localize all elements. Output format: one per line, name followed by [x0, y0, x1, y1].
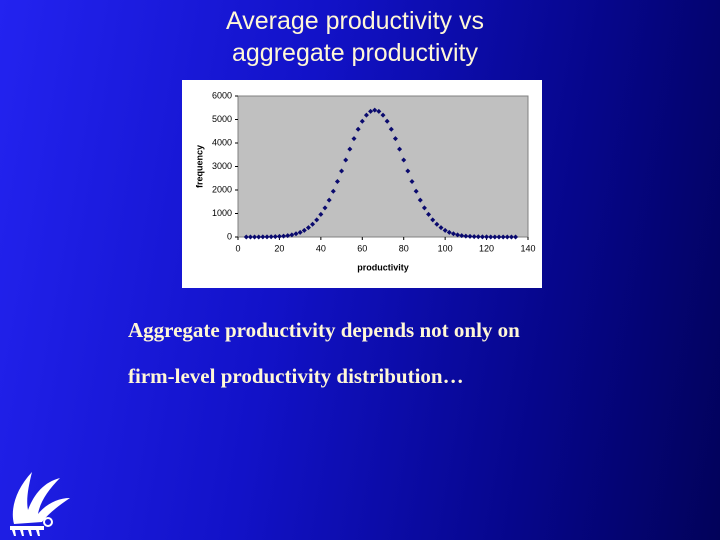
body-text: Aggregate productivity depends not only … [128, 318, 520, 342]
logo [10, 472, 71, 536]
point [438, 225, 444, 231]
point [339, 168, 345, 174]
point [479, 234, 485, 240]
point [475, 234, 481, 240]
point [334, 178, 340, 184]
point [426, 211, 432, 217]
point [392, 136, 398, 142]
point [388, 126, 394, 132]
y-tick-label: 4000 [212, 137, 232, 147]
x-axis-label: productivity [357, 262, 409, 272]
point [276, 233, 282, 239]
point [330, 188, 336, 194]
x-tick-label: 0 [235, 243, 240, 253]
point [496, 234, 502, 240]
point [488, 234, 494, 240]
point [459, 233, 465, 239]
slide-title: aggregate productivity [232, 39, 478, 67]
point [409, 178, 415, 184]
point [384, 118, 390, 124]
point [305, 225, 311, 231]
slide-title: Average productivity vs [226, 7, 484, 35]
chart: 0 1000 2000 3000 4000 5000 6000 0 20 40 60 80 100 120… [182, 80, 542, 288]
point [492, 234, 498, 240]
x-tick-label: 80 [399, 243, 409, 253]
y-tick-label: 2000 [212, 184, 232, 194]
x-tick-label: 120 [479, 243, 494, 253]
point [272, 234, 278, 240]
point [504, 234, 510, 240]
point [247, 234, 253, 240]
point [434, 221, 440, 227]
x-tick-label: 60 [357, 243, 367, 253]
point [343, 157, 349, 163]
point [322, 205, 328, 211]
point [310, 221, 316, 227]
point [347, 146, 353, 152]
point [256, 234, 262, 240]
point [421, 205, 427, 211]
point [484, 234, 490, 240]
point [450, 231, 456, 237]
point [380, 112, 386, 118]
x-tick-label: 40 [316, 243, 326, 253]
x-tick-label: 20 [274, 243, 284, 253]
point [500, 234, 506, 240]
point [455, 232, 461, 238]
point [397, 146, 403, 152]
point [293, 231, 299, 237]
point [368, 108, 374, 114]
point [508, 234, 514, 240]
point [430, 217, 436, 223]
point [297, 229, 303, 235]
point [355, 126, 361, 132]
point [252, 234, 258, 240]
point [363, 112, 369, 118]
y-tick-label: 6000 [212, 90, 232, 100]
point [463, 233, 469, 239]
x-tick-label: 140 [520, 243, 535, 253]
point [281, 233, 287, 239]
point [442, 227, 448, 233]
y-tick-label: 0 [227, 231, 232, 241]
point [513, 234, 519, 240]
x-tick-label: 100 [438, 243, 453, 253]
point [326, 197, 332, 203]
y-axis-label: frequency [194, 145, 204, 188]
point [351, 136, 357, 142]
point [243, 234, 249, 240]
point [372, 107, 378, 113]
y-tick-label: 3000 [212, 161, 232, 171]
point [467, 233, 473, 239]
point [417, 197, 423, 203]
point [405, 168, 411, 174]
point [268, 234, 274, 240]
point [413, 188, 419, 194]
point [376, 108, 382, 114]
point [401, 157, 407, 163]
body-text: firm-level productivity distribution… [128, 364, 464, 388]
y-tick-label: 5000 [212, 114, 232, 124]
point [289, 232, 295, 238]
point [260, 234, 266, 240]
plot-area [237, 95, 529, 238]
point [314, 217, 320, 223]
point [318, 211, 324, 217]
point [264, 234, 270, 240]
point [285, 233, 291, 239]
point [301, 227, 307, 233]
point [471, 234, 477, 240]
point [446, 229, 452, 235]
point [359, 118, 365, 124]
y-tick-label: 1000 [212, 208, 232, 218]
